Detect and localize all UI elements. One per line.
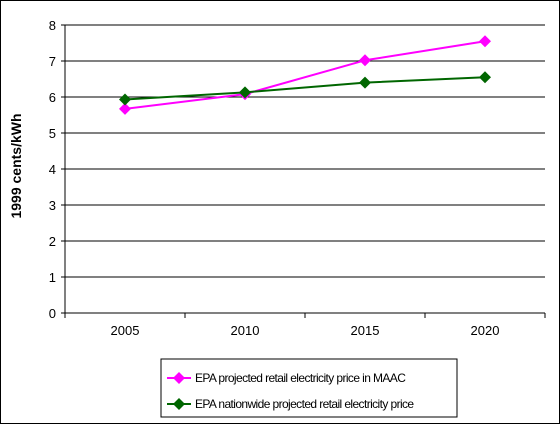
series-line [124, 76, 486, 101]
data-point [479, 35, 491, 48]
y-tick-label: 0 [49, 306, 56, 321]
x-tick-label: 2015 [351, 323, 380, 338]
series [119, 35, 491, 115]
legend-swatch-marker [173, 398, 185, 410]
gridlines [65, 24, 545, 278]
y-tick-label: 7 [49, 54, 56, 69]
y-tick-label: 8 [49, 18, 56, 33]
series-line [124, 40, 486, 110]
data-point [119, 102, 131, 115]
y-tick-label: 4 [49, 162, 56, 177]
x-tick-label: 2005 [111, 323, 140, 338]
y-tick-label: 2 [49, 234, 56, 249]
x-tick-label: 2010 [231, 323, 260, 338]
y-tick-label: 5 [49, 126, 56, 141]
y-tick-label: 6 [49, 90, 56, 105]
legend-label: EPA nationwide projected retail electric… [195, 397, 414, 411]
tick-labels: 0 1 2 3 4 5 6 7 8 2005 2010 2015 2020 [49, 18, 500, 338]
axes [61, 24, 546, 318]
data-point [359, 54, 371, 67]
data-point [479, 71, 491, 84]
y-axis-title: 1999 cents/kWh [8, 113, 24, 218]
legend-items: EPA projected retail electricity price i… [167, 371, 415, 411]
series-1 [119, 71, 491, 106]
y-tick-label: 1 [49, 270, 56, 285]
data-point [359, 76, 371, 89]
series-0 [119, 35, 491, 115]
legend-swatch-marker [173, 372, 185, 384]
y-tick-label: 3 [49, 198, 56, 213]
legend-box [160, 358, 458, 418]
data-point [119, 93, 131, 106]
legend: EPA projected retail electricity price i… [160, 358, 458, 418]
x-tick-label: 2020 [471, 323, 500, 338]
legend-label: EPA projected retail electricity price i… [195, 371, 406, 385]
data-point [239, 86, 251, 99]
